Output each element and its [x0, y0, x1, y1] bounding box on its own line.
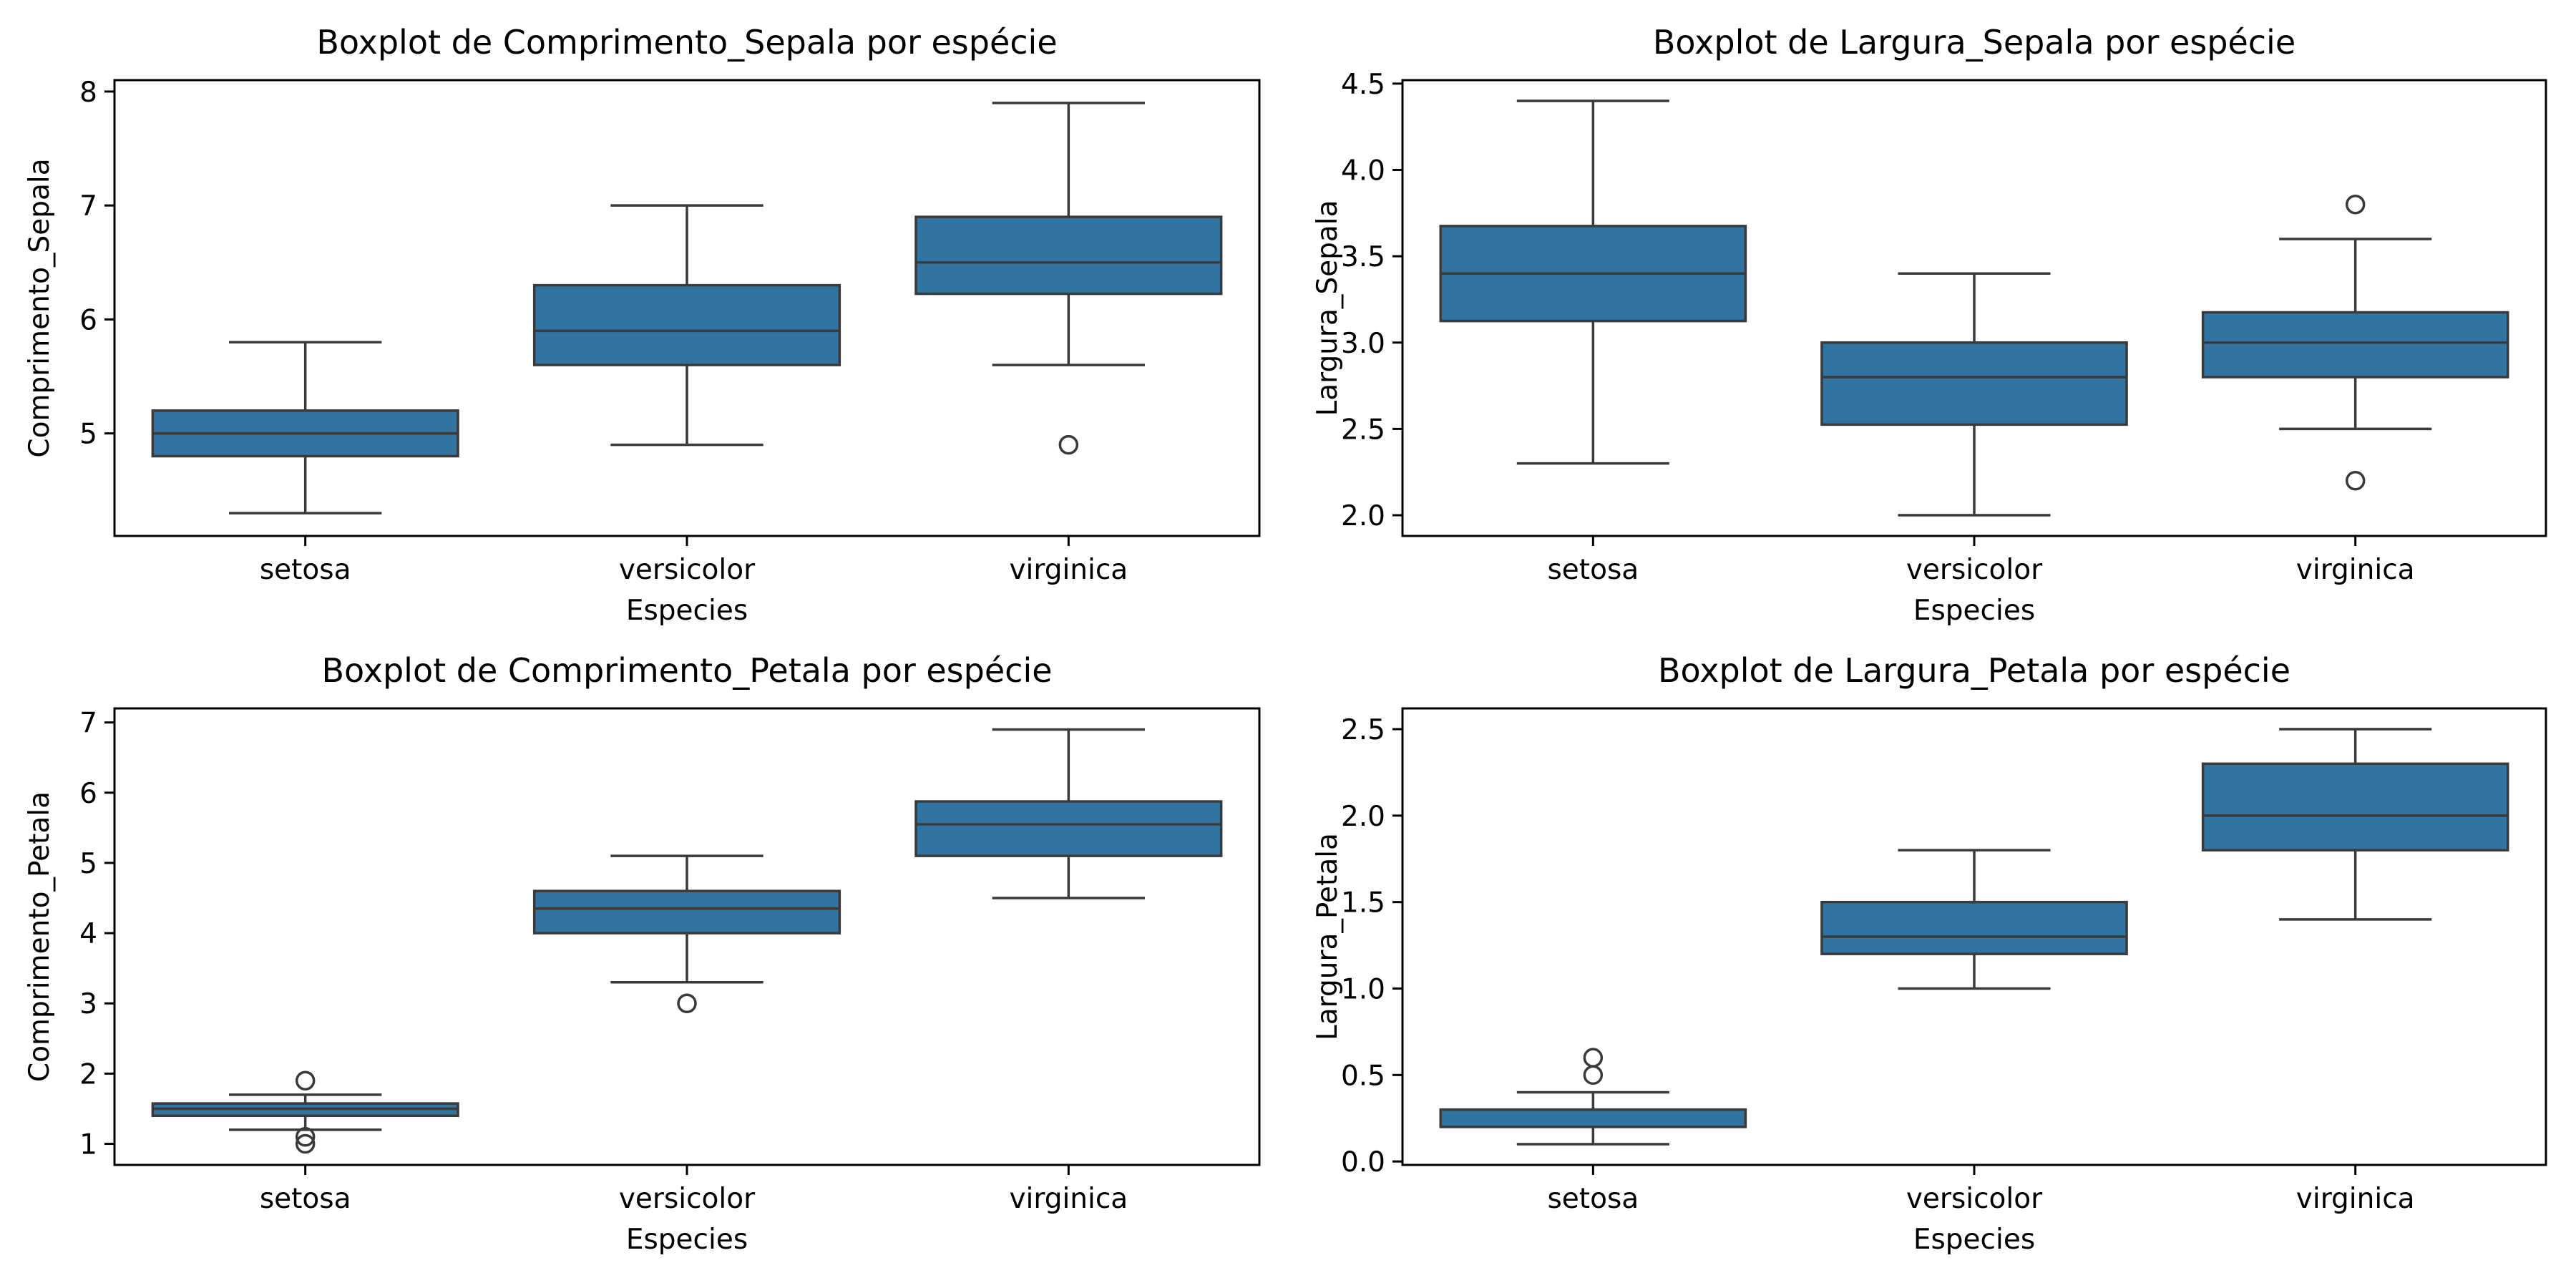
box-versicolor [532, 854, 841, 1013]
x-tick-label: setosa [1547, 1183, 1639, 1215]
box-setosa [1439, 99, 1747, 465]
box-setosa [151, 341, 459, 514]
chart-title: Boxplot de Largura_Petala por espécie [1658, 651, 2290, 690]
y-tick-label: 2.5 [1341, 714, 1385, 746]
outlier-point [2345, 471, 2366, 491]
outlier-point [1583, 1048, 1604, 1068]
y-tick-label: 2.5 [1341, 414, 1385, 446]
x-axis-label: Especies [1913, 1224, 2035, 1256]
chart-title: Boxplot de Comprimento_Sepala por espéci… [316, 23, 1057, 62]
outlier-point [295, 1133, 316, 1154]
chart-1: Boxplot de Comprimento_Sepala por espéci… [24, 23, 1261, 627]
outlier-point [2345, 194, 2366, 215]
y-tick-label: 2.0 [1341, 500, 1385, 532]
iqr-box [532, 283, 841, 366]
y-tick-label: 5 [79, 419, 97, 451]
box-virginica [914, 102, 1223, 455]
y-tick-label: 1 [79, 1129, 97, 1161]
box-versicolor [1820, 849, 2128, 990]
y-tick-label: 3.0 [1341, 328, 1385, 360]
x-tick-label: virginica [2296, 1183, 2415, 1215]
iqr-box [1439, 1108, 1747, 1128]
chart-title: Boxplot de Largura_Sepala por espécie [1653, 23, 2296, 62]
x-tick-label: versicolor [1906, 554, 2043, 586]
y-tick-label: 7 [79, 708, 97, 740]
y-tick-label: 4.0 [1341, 155, 1385, 187]
y-tick-label: 5 [79, 848, 97, 880]
x-tick-label: virginica [1009, 554, 1128, 586]
y-tick-label: 1.0 [1341, 974, 1385, 1006]
y-axis-label: Comprimento_Petala [24, 791, 56, 1082]
box-versicolor [532, 204, 841, 447]
box-setosa [151, 1070, 459, 1154]
outlier-point [1058, 434, 1079, 455]
y-tick-label: 4.5 [1341, 69, 1385, 101]
x-tick-label: versicolor [619, 554, 756, 586]
iqr-box [914, 800, 1223, 857]
outlier-point [1583, 1065, 1604, 1085]
y-tick-label: 7 [79, 190, 97, 223]
y-tick-label: 8 [79, 77, 97, 109]
y-tick-label: 2.0 [1341, 801, 1385, 833]
outlier-point [295, 1126, 316, 1147]
y-tick-label: 6 [79, 778, 97, 810]
x-axis-label: Especies [626, 1224, 748, 1256]
y-tick-label: 3.5 [1341, 241, 1385, 273]
y-tick-label: 3 [79, 988, 97, 1020]
y-tick-label: 2 [79, 1058, 97, 1091]
x-tick-label: virginica [1009, 1183, 1128, 1215]
iqr-box [1820, 900, 2128, 955]
y-tick-label: 4 [79, 918, 97, 950]
x-axis-label: Especies [626, 595, 748, 627]
box-setosa [1439, 1048, 1747, 1146]
x-tick-label: versicolor [619, 1183, 756, 1215]
box-virginica [2201, 728, 2509, 921]
iqr-box [2201, 311, 2509, 379]
iqr-box [1820, 341, 2128, 426]
chart-2: Boxplot de Largura_Sepala por espécie 2.0… [1312, 23, 2547, 627]
y-tick-label: 1.5 [1341, 887, 1385, 919]
outlier-point [295, 1070, 316, 1091]
y-tick-label: 0.0 [1341, 1146, 1385, 1179]
chart-title: Boxplot de Comprimento_Petala por espéci… [321, 651, 1052, 690]
box-versicolor [1820, 272, 2128, 517]
x-tick-label: setosa [1547, 554, 1639, 586]
chart-4: Boxplot de Largura_Petala por espécie 0.0… [1312, 651, 2547, 1256]
x-tick-label: setosa [260, 1183, 351, 1215]
y-tick-label: 6 [79, 304, 97, 336]
y-axis-label: Largura_Petala [1312, 833, 1344, 1040]
x-tick-label: versicolor [1906, 1183, 2043, 1215]
x-axis-label: Especies [1913, 595, 2035, 627]
x-tick-label: virginica [2296, 554, 2415, 586]
x-tick-label: setosa [260, 554, 351, 586]
box-virginica [914, 728, 1223, 899]
y-tick-label: 0.5 [1341, 1060, 1385, 1092]
y-axis-label: Comprimento_Sepala [24, 158, 56, 457]
iqr-box [532, 889, 841, 935]
iqr-box [914, 215, 1223, 296]
iqr-box [2201, 762, 2509, 852]
box-virginica [2201, 194, 2509, 491]
y-axis-label: Largura_Sepala [1312, 200, 1344, 416]
outlier-point [677, 993, 697, 1013]
chart-3: Boxplot de Comprimento_Petala por espéci… [24, 651, 1261, 1256]
